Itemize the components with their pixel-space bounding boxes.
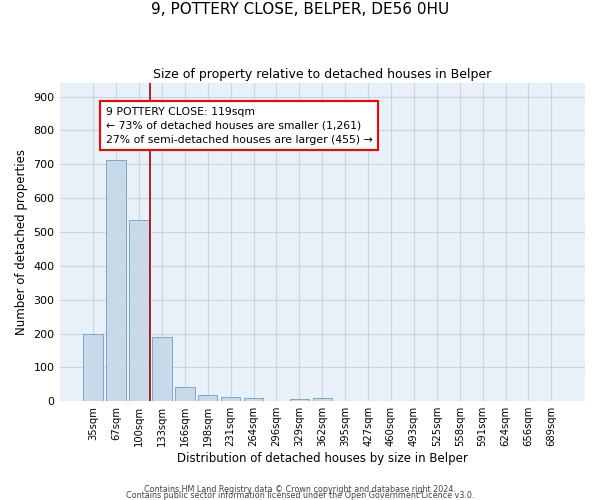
- Bar: [175, 386, 194, 401]
- Bar: [244, 398, 263, 401]
- Bar: [152, 336, 172, 401]
- Y-axis label: Number of detached properties: Number of detached properties: [15, 149, 28, 335]
- Bar: [129, 220, 149, 401]
- Bar: [83, 334, 103, 401]
- Bar: [106, 160, 126, 401]
- Text: Contains public sector information licensed under the Open Government Licence v3: Contains public sector information licen…: [126, 490, 474, 500]
- Bar: [313, 398, 332, 401]
- Bar: [290, 398, 309, 401]
- Text: 9, POTTERY CLOSE, BELPER, DE56 0HU: 9, POTTERY CLOSE, BELPER, DE56 0HU: [151, 2, 449, 18]
- X-axis label: Distribution of detached houses by size in Belper: Distribution of detached houses by size …: [177, 452, 468, 465]
- Text: Contains HM Land Registry data © Crown copyright and database right 2024.: Contains HM Land Registry data © Crown c…: [144, 484, 456, 494]
- Bar: [221, 397, 241, 401]
- Title: Size of property relative to detached houses in Belper: Size of property relative to detached ho…: [153, 68, 491, 80]
- Text: 9 POTTERY CLOSE: 119sqm
← 73% of detached houses are smaller (1,261)
27% of semi: 9 POTTERY CLOSE: 119sqm ← 73% of detache…: [106, 106, 373, 144]
- Bar: [198, 395, 217, 401]
